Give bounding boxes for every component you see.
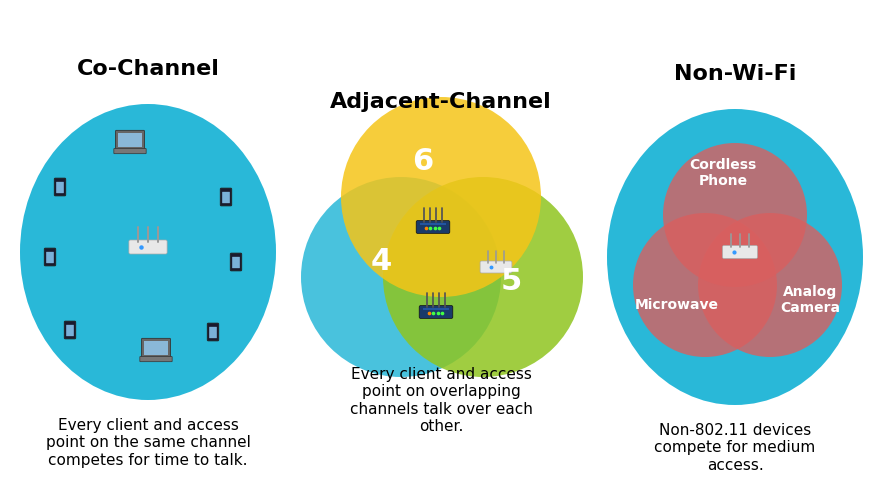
FancyBboxPatch shape [230,253,242,271]
Text: Adjacent-Channel: Adjacent-Channel [330,92,552,112]
Text: 4: 4 [370,247,392,277]
FancyBboxPatch shape [46,252,54,263]
FancyBboxPatch shape [423,308,449,310]
Text: Microwave: Microwave [635,298,719,312]
Circle shape [663,143,807,287]
Circle shape [383,177,583,377]
Text: Analog
Camera: Analog Camera [780,285,840,315]
FancyBboxPatch shape [141,338,170,358]
FancyBboxPatch shape [416,221,449,233]
FancyBboxPatch shape [480,261,512,273]
FancyBboxPatch shape [66,325,74,336]
Circle shape [633,213,777,357]
Text: 5: 5 [501,268,522,296]
FancyBboxPatch shape [116,130,145,150]
FancyBboxPatch shape [419,223,446,225]
FancyBboxPatch shape [140,357,172,362]
FancyBboxPatch shape [232,257,240,268]
FancyBboxPatch shape [118,133,141,147]
Circle shape [341,97,541,297]
FancyBboxPatch shape [419,306,453,319]
FancyBboxPatch shape [54,178,65,196]
Circle shape [301,177,501,377]
FancyBboxPatch shape [57,182,64,193]
FancyBboxPatch shape [144,341,168,355]
Text: Every client and access
point on the same channel
competes for time to talk.: Every client and access point on the sam… [46,418,251,468]
Circle shape [698,213,842,357]
Text: Cordless
Phone: Cordless Phone [690,158,757,188]
FancyBboxPatch shape [129,240,167,254]
FancyBboxPatch shape [209,327,217,338]
FancyBboxPatch shape [44,248,56,266]
FancyBboxPatch shape [208,323,219,341]
Text: Every client and access
point on overlapping
channels talk over each
other.: Every client and access point on overlap… [350,367,532,434]
FancyBboxPatch shape [64,321,76,339]
Text: Non-802.11 devices
compete for medium
access.: Non-802.11 devices compete for medium ac… [654,423,816,473]
FancyBboxPatch shape [223,192,230,203]
FancyBboxPatch shape [114,148,147,154]
Ellipse shape [20,104,276,400]
FancyBboxPatch shape [722,245,758,258]
Ellipse shape [607,109,863,405]
Text: Co-Channel: Co-Channel [77,59,220,79]
FancyBboxPatch shape [220,188,231,206]
Text: Non-Wi-Fi: Non-Wi-Fi [674,64,796,84]
Text: 6: 6 [412,147,434,176]
